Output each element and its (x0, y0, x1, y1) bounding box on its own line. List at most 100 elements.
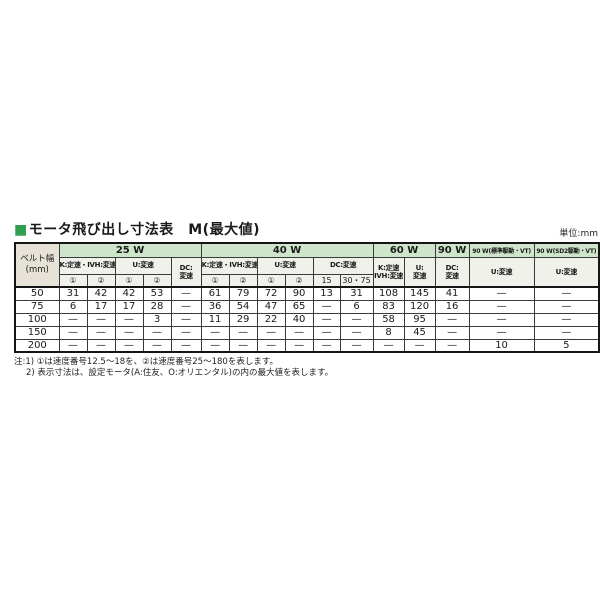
value-cell: 79 (228, 286, 258, 301)
table-body: 50 31 42 42 53—61 79 72 90 13 31 108 145 41— —75 6 17 17… (14, 286, 600, 353)
value-cell: — (200, 338, 230, 353)
value-cell: — (403, 338, 436, 353)
value-cell: — (312, 299, 341, 314)
value-cell: 108 (372, 286, 405, 301)
value-cell: — (468, 286, 535, 301)
value-cell: 90 (284, 286, 314, 301)
value-cell: — (114, 312, 144, 327)
col-group-90w: 90 W (434, 242, 470, 258)
speed-col: ① (200, 273, 230, 288)
value-cell: — (256, 325, 286, 340)
value-cell: 36 (200, 299, 230, 314)
value-cell: 41 (434, 286, 470, 301)
table-row: 100— — —3—11 29 22 40— —58 95— — — (14, 312, 600, 327)
subheader-90w-dc: DC: 変速 (434, 256, 470, 288)
belt-width-cell: 150 (14, 325, 60, 340)
value-cell: — (372, 338, 405, 353)
speed-col: ② (284, 273, 314, 288)
value-cell: — (468, 325, 535, 340)
speed-col: 30・75 (339, 273, 374, 288)
value-cell: 31 (58, 286, 88, 301)
belt-width-header-line1: ベルト幅 (20, 254, 55, 265)
subheader-25w-dc-line1: DC: (179, 263, 193, 272)
subheader-90w-dc-line1: DC: (445, 263, 459, 272)
value-cell: 10 (468, 338, 535, 353)
subheader-25w-dc-line2: 変速 (179, 271, 193, 280)
value-cell: 58 (372, 312, 405, 327)
belt-width-cell: 50 (14, 286, 60, 301)
value-cell: 8 (372, 325, 405, 340)
col-group-90w-std-vt: 90 W(標準駆動・VT) (468, 242, 535, 258)
value-cell: — (533, 325, 600, 340)
value-cell: 120 (403, 299, 436, 314)
col-group-40w: 40 W (200, 242, 374, 258)
value-cell: 11 (200, 312, 230, 327)
value-cell: — (86, 312, 116, 327)
value-cell: 145 (403, 286, 436, 301)
subheader-40w-dc: DC:変速 (312, 256, 374, 275)
value-cell: 61 (200, 286, 230, 301)
value-cell: 95 (403, 312, 436, 327)
value-cell: — (58, 312, 88, 327)
value-cell: — (58, 325, 88, 340)
green-square-icon: ■ (14, 222, 28, 238)
col-group-25w: 25 W (58, 242, 202, 258)
value-cell: 45 (403, 325, 436, 340)
value-cell: 65 (284, 299, 314, 314)
subheader-90w-dc-line2: 変速 (445, 271, 459, 280)
value-cell: 17 (86, 299, 116, 314)
subheader-row: K:定速・IVH:変速 U:変速 DC: 変速 K:定速・IVH:変速 U:変速… (15, 256, 600, 288)
value-cell: 31 (339, 286, 374, 301)
belt-width-cell: 200 (14, 338, 60, 353)
speed-col: ① (114, 273, 144, 288)
subheader-90w-std-u: U:変速 (468, 256, 535, 288)
value-cell: — (170, 286, 202, 301)
value-cell: — (468, 299, 535, 314)
value-cell: — (114, 338, 144, 353)
subheader-60w-u: U: 変速 (403, 256, 436, 288)
table-row: 50 31 42 42 53—61 79 72 90 13 31 108 145 41— — (14, 286, 600, 301)
value-cell: 28 (142, 299, 172, 314)
value-cell: — (468, 312, 535, 327)
title-row: ■モータ飛び出し寸法表 M(最大値) 単位:mm (14, 219, 598, 239)
subheader-60w-u-line2: 変速 (412, 271, 427, 280)
value-cell: 17 (114, 299, 144, 314)
subheader-40w-k-ivh: K:定速・IVH:変速 (200, 256, 258, 275)
value-cell: — (86, 338, 116, 353)
value-cell: 6 (58, 299, 88, 314)
value-cell: — (339, 312, 374, 327)
value-cell: — (533, 286, 600, 301)
speed-col: ① (58, 273, 88, 288)
value-cell: 83 (372, 299, 405, 314)
value-cell: — (114, 325, 144, 340)
page-title: ■モータ飛び出し寸法表 M(最大値) (14, 219, 260, 239)
value-cell: 22 (256, 312, 286, 327)
value-cell: 47 (256, 299, 286, 314)
col-group-90w-sd2-vt: 90 W(SD2駆動・VT) (533, 242, 600, 258)
value-cell: 16 (434, 299, 470, 314)
value-cell: — (533, 299, 600, 314)
value-cell: 42 (86, 286, 116, 301)
value-cell: — (434, 338, 470, 353)
subheader-25w-dc: DC: 変速 (170, 256, 202, 288)
value-cell: — (170, 325, 202, 340)
value-cell: — (312, 325, 341, 340)
table-section: ■モータ飛び出し寸法表 M(最大値) 単位:mm ベルト幅 (mm) 2 (14, 219, 600, 380)
speed-col: ② (142, 273, 172, 288)
subheader-60w-k-ivh: K:定速 IVH:変速 (372, 256, 405, 288)
footnote-1: 注:1) ①は速度番号12.5～18を、②は速度番号25～180を表します。 (14, 357, 278, 367)
belt-width-cell: 100 (14, 312, 60, 327)
value-cell: — (200, 325, 230, 340)
belt-width-cell: 75 (14, 299, 60, 314)
value-cell: — (170, 338, 202, 353)
value-cell: 5 (533, 338, 600, 353)
subheader-60w-k-line2: IVH:変速 (374, 271, 403, 280)
value-cell: — (434, 325, 470, 340)
speed-col: ② (86, 273, 116, 288)
belt-width-header-line2: (mm) (25, 265, 49, 275)
subheader-60w-u-line1: U: (415, 263, 424, 272)
subheader-25w-k-ivh: K:定速・IVH:変速 (58, 256, 116, 275)
value-cell: — (170, 312, 202, 327)
speed-col: ② (228, 273, 258, 288)
value-cell: — (339, 338, 374, 353)
